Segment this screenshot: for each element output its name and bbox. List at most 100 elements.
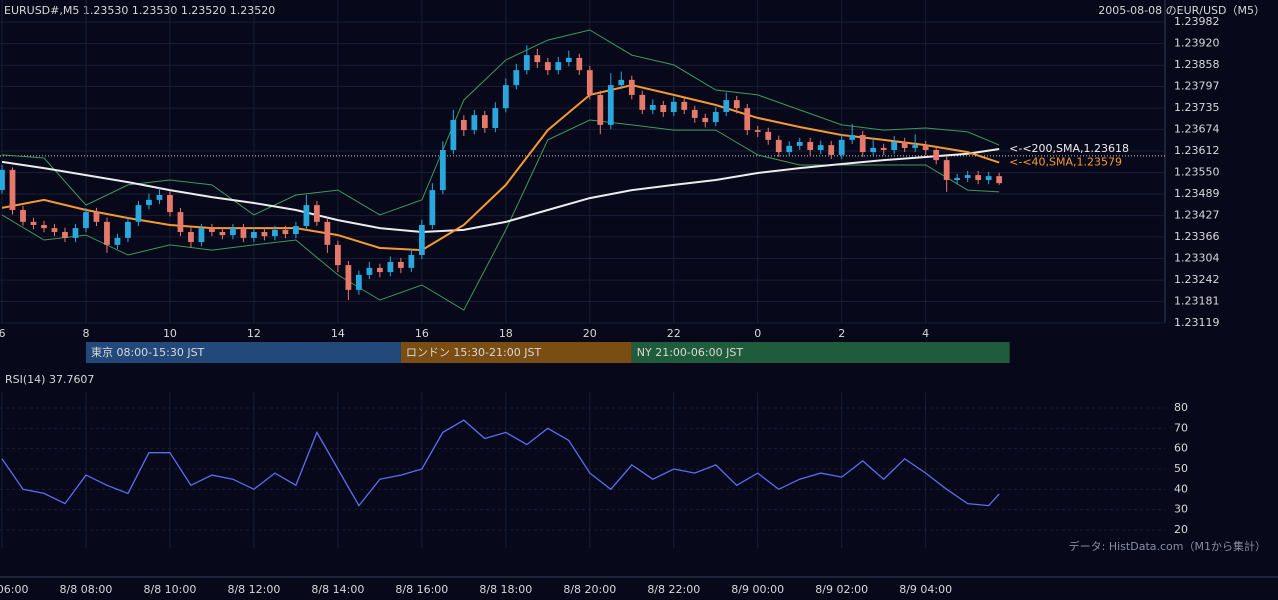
y-tick-label: 60 <box>1174 442 1188 455</box>
candle-body <box>912 145 919 148</box>
candle-body <box>146 199 152 206</box>
panel-title: RSI(14) 37.7607 <box>5 373 94 386</box>
source-note: データ: HistData.com（M1から集計） <box>1069 539 1266 553</box>
candle-body <box>943 160 950 180</box>
candle-body <box>261 231 268 237</box>
candle-body <box>513 70 520 86</box>
candle-body <box>586 70 593 95</box>
x-tick-label: 10 <box>163 327 177 340</box>
y-tick-label: 1.23366 <box>1174 230 1220 243</box>
candle-body <box>723 100 730 112</box>
candle-body <box>670 101 677 112</box>
candle-body <box>849 135 856 140</box>
candle-body <box>439 150 446 191</box>
candle-body <box>114 237 121 245</box>
candle-body <box>838 139 845 155</box>
candle-body <box>418 224 425 255</box>
candle-body <box>859 135 866 153</box>
x-tick-label: 8/9 00:00 <box>731 583 784 596</box>
y-tick-label: 1.23242 <box>1174 273 1220 286</box>
candle-body <box>733 100 740 109</box>
header-right: 2005-08-08 のEUR/USD（M5） <box>1098 4 1265 17</box>
session-band <box>85 342 401 363</box>
x-tick-label: 8 <box>82 327 89 340</box>
candle-body <box>744 108 751 131</box>
candle-body <box>807 141 814 151</box>
candle-body <box>324 221 331 245</box>
y-tick-label: 50 <box>1174 462 1188 475</box>
candle-body <box>9 169 16 210</box>
candle-body <box>828 145 835 155</box>
y-tick-label: 1.23119 <box>1174 316 1220 329</box>
candle-body <box>125 221 131 238</box>
candle-body <box>334 244 341 266</box>
y-tick-label: 1.23550 <box>1174 166 1220 179</box>
x-tick-label: 8/8 14:00 <box>311 583 364 596</box>
x-tick-label: 6 <box>0 327 6 340</box>
indicator-line <box>1 29 1000 216</box>
candle-body <box>817 145 824 151</box>
indicator-label: <-<40,SMA,1.23579 <box>1009 156 1122 169</box>
candle-body <box>649 105 656 110</box>
x-tick-label: 2 <box>838 327 845 340</box>
candle-body <box>523 55 530 71</box>
candle-body <box>754 130 761 132</box>
x-tick-label: 0 <box>754 327 761 340</box>
x-tick-label: 22 <box>667 327 681 340</box>
candle-body <box>282 229 289 235</box>
x-tick-label: 8/8 16:00 <box>395 583 448 596</box>
candle-body <box>314 205 320 222</box>
candle-body <box>460 120 467 131</box>
candle-body <box>209 228 215 232</box>
y-tick-label: 1.23858 <box>1174 58 1220 71</box>
indicator-line <box>1 148 1000 234</box>
x-tick-label: 8/8 22:00 <box>647 583 700 596</box>
x-tick-label: 20 <box>583 327 597 340</box>
candle-body <box>702 117 709 123</box>
candle-body <box>72 228 79 238</box>
candle-body <box>303 205 310 227</box>
candle-body <box>272 229 278 237</box>
y-tick-label: 40 <box>1174 482 1188 495</box>
candle-body <box>597 94 604 125</box>
candle-body <box>355 274 362 290</box>
y-tick-label: 1.23181 <box>1174 294 1220 307</box>
candle-body <box>471 115 478 131</box>
candle-body <box>933 150 940 161</box>
candle-body <box>544 62 551 71</box>
y-tick-label: 1.23920 <box>1174 37 1220 50</box>
candle-body <box>219 231 226 236</box>
candle-body <box>964 175 971 178</box>
candle-body <box>607 85 614 125</box>
candle-body <box>870 147 877 153</box>
candle-body <box>83 212 89 229</box>
y-tick-label: 70 <box>1174 421 1188 434</box>
x-tick-label: 18 <box>499 327 513 340</box>
candle-body <box>251 231 257 238</box>
candle-body <box>691 109 698 118</box>
x-tick-label: 8/8 08:00 <box>60 583 113 596</box>
session-label: NY 21:00-06:00 JST <box>637 346 744 359</box>
candle-body <box>996 176 1003 184</box>
x-tick-label: 8/9 02:00 <box>815 583 868 596</box>
y-tick-label: 1.23612 <box>1174 144 1220 157</box>
candle-body <box>891 141 898 151</box>
candle-body <box>188 231 194 243</box>
y-tick-label: 1.23489 <box>1174 187 1220 200</box>
candle-body <box>408 254 415 268</box>
candle-body <box>786 145 793 153</box>
x-tick-label: 8/8 10:00 <box>143 583 196 596</box>
x-tick-label: 14 <box>331 327 345 340</box>
candle-body <box>901 141 908 148</box>
candle-body <box>502 85 509 109</box>
candle-body <box>156 194 163 200</box>
candle-body <box>167 194 173 213</box>
candle-body <box>240 228 247 238</box>
x-tick-label: 16 <box>415 327 429 340</box>
candle-body <box>880 147 887 151</box>
candle-body <box>975 175 982 180</box>
candle-body <box>985 176 992 180</box>
x-tick-label: 8/8 20:00 <box>563 583 616 596</box>
candle-body <box>135 205 142 222</box>
